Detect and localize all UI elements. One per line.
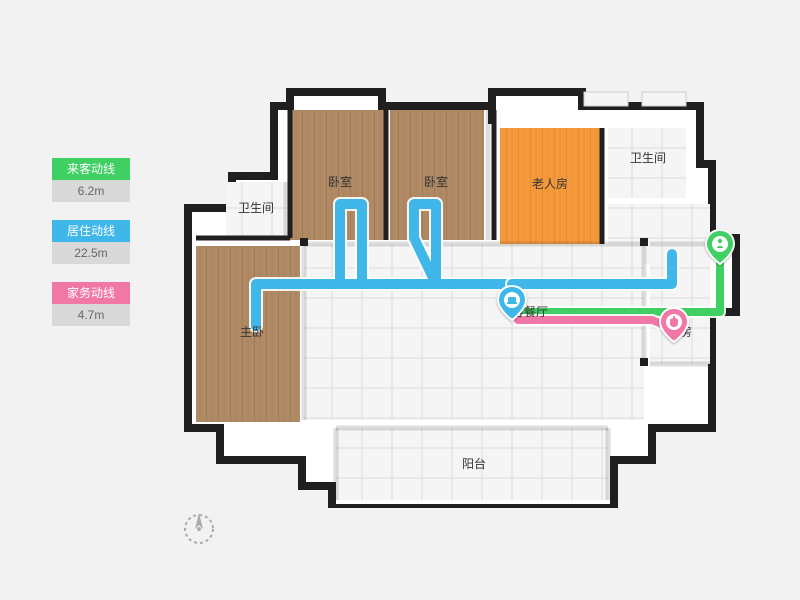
legend-chore-label: 家务动线 — [52, 282, 130, 304]
legend-row-guest: 来客动线 6.2m — [52, 158, 130, 202]
label-bed2: 卧室 — [424, 174, 448, 189]
label-balcony: 阳台 — [462, 456, 486, 471]
legend-guest-value: 6.2m — [52, 180, 130, 202]
stage: 来客动线 6.2m 居住动线 22.5m 家务动线 4.7m 主卧 卧室 卧室 老人房… — [0, 0, 800, 600]
compass-icon — [180, 510, 218, 553]
flow-legend: 来客动线 6.2m 居住动线 22.5m 家务动线 4.7m — [52, 158, 130, 344]
label-master: 主卧 — [240, 325, 264, 339]
legend-row-chore: 家务动线 4.7m — [52, 282, 130, 326]
legend-living-value: 22.5m — [52, 242, 130, 264]
legend-chore-value: 4.7m — [52, 304, 130, 326]
label-bath2: 卫生间 — [630, 151, 666, 165]
legend-living-label: 居住动线 — [52, 220, 130, 242]
label-bath1: 卫生间 — [238, 201, 274, 215]
legend-guest-label: 来客动线 — [52, 158, 130, 180]
label-elder: 老人房 — [532, 176, 568, 191]
label-bed1: 卧室 — [328, 174, 352, 189]
room-hall — [608, 204, 710, 264]
floor-plan-svg: 主卧卧室卧室老人房卫生间卫生间客餐厅厨房阳台 — [182, 88, 742, 508]
floor-plan: 主卧卧室卧室老人房卫生间卫生间客餐厅厨房阳台 — [182, 88, 742, 508]
legend-row-living: 居住动线 22.5m — [52, 220, 130, 264]
